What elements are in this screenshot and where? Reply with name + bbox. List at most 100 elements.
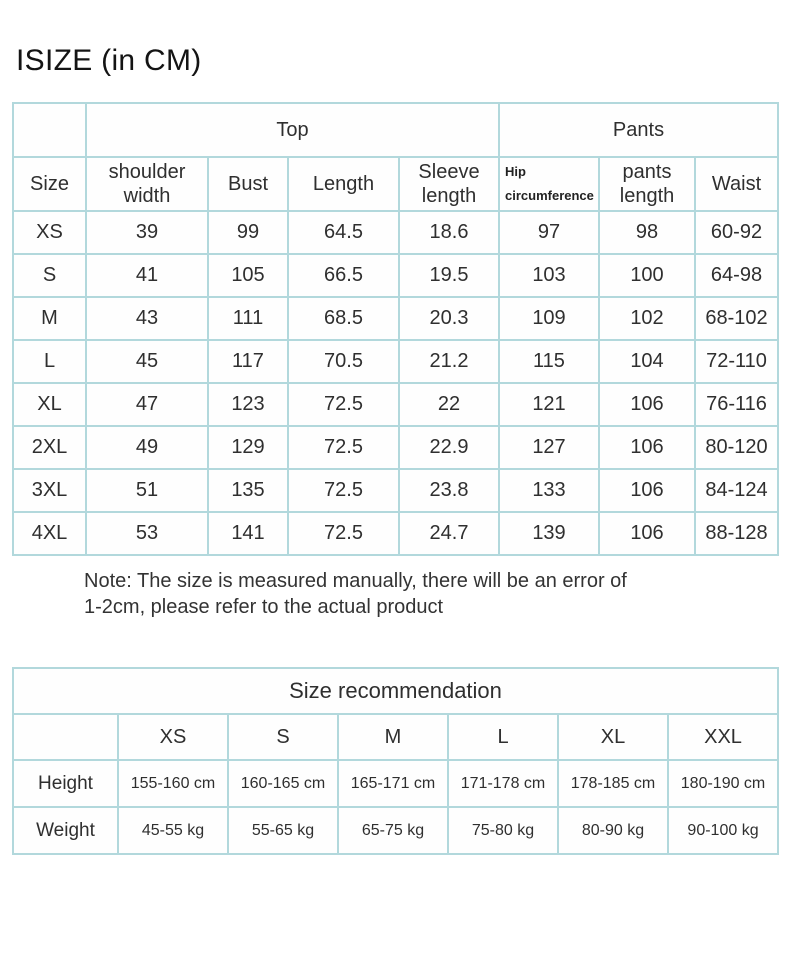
size-cell: 102 bbox=[598, 296, 696, 341]
size-cell: 76-116 bbox=[693, 382, 780, 427]
size-cell: 106 bbox=[598, 468, 696, 513]
weight-cell: 45-55 kg bbox=[117, 806, 229, 855]
table-row: 3XL 51 135 72.5 23.8 133 106 84-124 bbox=[12, 468, 780, 513]
size-cell: 103 bbox=[498, 253, 600, 298]
height-row: Height 155-160 cm 160-165 cm 165-171 cm … bbox=[12, 759, 780, 808]
size-cell: 123 bbox=[207, 382, 289, 427]
height-cell: 178-185 cm bbox=[557, 759, 669, 808]
size-cell: 109 bbox=[498, 296, 600, 341]
size-cell: 141 bbox=[207, 511, 289, 556]
size-cell: 104 bbox=[598, 339, 696, 384]
size-cell: 84-124 bbox=[693, 468, 780, 513]
size-cell: 72.5 bbox=[287, 468, 400, 513]
weight-label: Weight bbox=[12, 806, 119, 855]
table-row: S 41 105 66.5 19.5 103 100 64-98 bbox=[12, 253, 780, 298]
weight-cell: 65-75 kg bbox=[337, 806, 449, 855]
group-header-pants: Pants bbox=[497, 102, 780, 158]
col-header-sleeve-length: Sleeve length bbox=[398, 156, 500, 212]
weight-row: Weight 45-55 kg 55-65 kg 65-75 kg 75-80 … bbox=[12, 806, 780, 855]
height-cell: 155-160 cm bbox=[117, 759, 229, 808]
size-cell: 99 bbox=[207, 210, 289, 255]
col-header-pants-length: pants length bbox=[598, 156, 696, 212]
empty-corner-cell bbox=[12, 713, 119, 761]
size-cell: 106 bbox=[598, 382, 696, 427]
size-cell: 100 bbox=[598, 253, 696, 298]
size-cell: 115 bbox=[498, 339, 600, 384]
size-cell: 20.3 bbox=[398, 296, 500, 341]
size-cell: 64.5 bbox=[287, 210, 400, 255]
size-cell: 49 bbox=[85, 425, 209, 470]
table-row: L 45 117 70.5 21.2 115 104 72-110 bbox=[12, 339, 780, 384]
weight-cell: 55-65 kg bbox=[227, 806, 339, 855]
size-cell: 66.5 bbox=[287, 253, 400, 298]
size-cell: 72-110 bbox=[693, 339, 780, 384]
table-row: XS 39 99 64.5 18.6 97 98 60-92 bbox=[12, 210, 780, 255]
size-cell: 68-102 bbox=[693, 296, 780, 341]
rec-table-title: Size recommendation bbox=[11, 667, 780, 715]
rec-size-header: XS bbox=[117, 713, 229, 761]
size-cell: 21.2 bbox=[398, 339, 500, 384]
size-cell: 127 bbox=[498, 425, 600, 470]
size-cell: 135 bbox=[207, 468, 289, 513]
size-cell: 105 bbox=[207, 253, 289, 298]
height-cell: 165-171 cm bbox=[337, 759, 449, 808]
size-cell: 51 bbox=[85, 468, 209, 513]
size-cell: 133 bbox=[498, 468, 600, 513]
size-cell: 39 bbox=[85, 210, 209, 255]
table-row: 4XL 53 141 72.5 24.7 139 106 88-128 bbox=[12, 511, 780, 556]
size-cell: 72.5 bbox=[287, 382, 400, 427]
rec-table-title-row: Size recommendation bbox=[11, 667, 780, 715]
size-row-label: M bbox=[12, 296, 87, 341]
size-cell: 41 bbox=[85, 253, 209, 298]
table-row: XL 47 123 72.5 22 121 106 76-116 bbox=[12, 382, 780, 427]
size-cell: 88-128 bbox=[693, 511, 780, 556]
size-cell: 97 bbox=[498, 210, 600, 255]
size-cell: 80-120 bbox=[693, 425, 780, 470]
size-cell: 45 bbox=[85, 339, 209, 384]
size-cell: 117 bbox=[207, 339, 289, 384]
weight-cell: 75-80 kg bbox=[447, 806, 559, 855]
size-table: Top Pants Size shoulder width Bust Lengt… bbox=[12, 102, 780, 556]
size-cell: 47 bbox=[85, 382, 209, 427]
size-row-label: L bbox=[12, 339, 87, 384]
rec-size-header: XL bbox=[557, 713, 669, 761]
column-header-row: Size shoulder width Bust Length Sleeve l… bbox=[12, 156, 780, 212]
rec-size-header-row: XS S M L XL XXL bbox=[12, 713, 780, 761]
col-header-waist: Waist bbox=[693, 156, 780, 212]
rec-size-header: S bbox=[227, 713, 339, 761]
height-cell: 180-190 cm bbox=[666, 759, 780, 808]
size-cell: 23.8 bbox=[398, 468, 500, 513]
size-cell: 64-98 bbox=[693, 253, 780, 298]
size-cell: 53 bbox=[85, 511, 209, 556]
size-cell: 24.7 bbox=[398, 511, 500, 556]
note-text: Note: The size is measured manually, the… bbox=[84, 570, 627, 618]
size-cell: 22.9 bbox=[398, 425, 500, 470]
size-row-label: XL bbox=[12, 382, 87, 427]
col-header-length: Length bbox=[287, 156, 400, 212]
rec-size-header: M bbox=[337, 713, 449, 761]
size-cell: 121 bbox=[498, 382, 600, 427]
size-cell: 72.5 bbox=[287, 511, 400, 556]
empty-corner-cell bbox=[12, 102, 87, 158]
table-row: M 43 111 68.5 20.3 109 102 68-102 bbox=[12, 296, 780, 341]
size-cell: 68.5 bbox=[287, 296, 400, 341]
weight-cell: 80-90 kg bbox=[557, 806, 669, 855]
size-row-label: XS bbox=[12, 210, 87, 255]
weight-cell: 90-100 kg bbox=[666, 806, 780, 855]
size-cell: 129 bbox=[207, 425, 289, 470]
size-cell: 19.5 bbox=[398, 253, 500, 298]
group-header-row: Top Pants bbox=[12, 102, 780, 158]
size-row-label: 4XL bbox=[12, 511, 87, 556]
page-title: ISIZE (in CM) bbox=[16, 44, 202, 77]
size-cell: 111 bbox=[207, 296, 289, 341]
col-header-hip-circumference: Hip circumference bbox=[498, 156, 600, 212]
group-header-top: Top bbox=[85, 102, 500, 158]
rec-size-header: XXL bbox=[666, 713, 780, 761]
size-cell: 139 bbox=[498, 511, 600, 556]
rec-size-header: L bbox=[447, 713, 559, 761]
size-cell: 60-92 bbox=[693, 210, 780, 255]
height-label: Height bbox=[12, 759, 119, 808]
size-row-label: S bbox=[12, 253, 87, 298]
col-header-bust: Bust bbox=[207, 156, 289, 212]
size-cell: 98 bbox=[598, 210, 696, 255]
